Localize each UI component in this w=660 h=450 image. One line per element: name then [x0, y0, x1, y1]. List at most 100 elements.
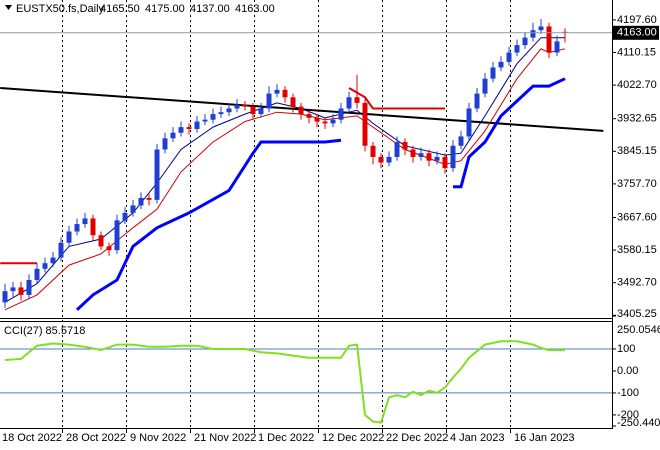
candle-body [482, 78, 488, 94]
candle-body [314, 117, 320, 122]
ohlc-label: 4163.00 [235, 3, 275, 15]
candle-body [434, 156, 440, 161]
candle-body [234, 104, 240, 109]
candle-body [26, 279, 32, 295]
x-tick-label: 21 Nov 2022 [194, 432, 256, 444]
ohlc-label: 4137.00 [190, 3, 230, 15]
x-tick-label: 4 Jan 2023 [450, 432, 504, 444]
y-tick-label: 100 [617, 343, 635, 355]
x-tick-label: 12 Dec 2022 [322, 432, 384, 444]
candle-body [162, 138, 168, 150]
y-tick-label: 3757.70 [617, 178, 657, 190]
candle-body [546, 26, 552, 53]
candle-body [242, 104, 248, 107]
candle-body [274, 89, 280, 94]
candle-body [530, 30, 536, 38]
candle-body [82, 218, 88, 225]
y-tick-label: 3932.65 [617, 113, 657, 125]
y-tick-label: 250.0546 [617, 324, 660, 336]
candle-body [218, 112, 224, 115]
y-tick-label: -100 [617, 387, 639, 399]
candle-body [322, 121, 328, 124]
candle-body [258, 108, 264, 115]
cci-line [4, 340, 565, 424]
candle-body [442, 156, 448, 169]
plot-layer [0, 0, 612, 428]
candle-body [298, 106, 304, 115]
candle-body [410, 149, 416, 157]
candle-body [354, 97, 360, 103]
candle-body [226, 108, 232, 113]
current-price-box [613, 25, 659, 40]
candle-body [74, 224, 80, 232]
candle-body [290, 97, 296, 107]
y-tick-label: 3845.15 [617, 145, 657, 157]
candle-body [386, 156, 392, 163]
candle-body [194, 121, 200, 129]
y-tick-label: 4022.70 [617, 79, 657, 91]
menu-icon [5, 5, 12, 10]
symbol-title: EUSTX50.fs,Daily [16, 3, 105, 15]
candle-body [458, 136, 464, 146]
candle-body [394, 142, 400, 157]
y-tick-label: 3405.25 [617, 308, 657, 320]
candle-body [338, 108, 344, 120]
x-tick-label: 16 Jan 2023 [514, 432, 575, 444]
cci-title: CCI(27) 85.5718 [4, 325, 85, 337]
candle-body [66, 231, 72, 243]
candle-body [490, 67, 496, 79]
candle-body [90, 218, 96, 236]
indicator-line [75, 77, 566, 311]
candle-body [306, 114, 312, 118]
candle-body [178, 127, 184, 133]
y-tick-label: 3667.60 [617, 211, 657, 223]
candle-body [266, 93, 272, 109]
candle-body [98, 235, 104, 247]
candle-body [10, 287, 16, 292]
candle-body [50, 257, 56, 264]
candle-body [170, 132, 176, 139]
candle-body [506, 52, 512, 62]
candle-body [538, 26, 544, 31]
candle-body [186, 127, 192, 129]
candle-body [130, 205, 136, 213]
candle-body [146, 197, 152, 200]
candle-body [42, 263, 48, 269]
y-tick-label: 3580.15 [617, 244, 657, 256]
y-tick-label: -200 [617, 409, 639, 421]
y-tick-label: -250.4405 [617, 417, 660, 429]
candle-body [114, 220, 120, 251]
candle-body [450, 145, 456, 169]
candle-body [474, 93, 480, 109]
candle-body [346, 97, 352, 109]
x-tick-label: 22 Dec 2022 [386, 432, 448, 444]
x-tick-label: 1 Dec 2022 [258, 432, 314, 444]
ohlc-header: 4165.50 4175.00 4137.00 4163.00 [100, 3, 275, 15]
x-tick-label: 28 Oct 2022 [66, 432, 126, 444]
y-tick-label: 4110.15 [617, 46, 656, 58]
candle-body [250, 106, 256, 115]
ohlc-label: 4175.00 [145, 3, 185, 15]
candle-body [466, 108, 472, 137]
candle-body [34, 268, 40, 280]
candle-body [370, 145, 376, 157]
candle-body [18, 287, 24, 295]
ohlc-label: 4165.50 [100, 3, 140, 15]
current-price-label: 4163.00 [617, 27, 657, 39]
candle-body [154, 149, 160, 200]
x-tick-label: 9 Nov 2022 [130, 432, 186, 444]
candle-body [58, 242, 64, 258]
candle-body [522, 37, 528, 46]
candle-body [426, 153, 432, 161]
y-tick-label: 3492.70 [617, 277, 657, 289]
candle-body [138, 197, 144, 206]
candle-body [554, 41, 560, 53]
candle-body [122, 212, 128, 221]
candle-body [282, 89, 288, 98]
candle-body [378, 156, 384, 163]
y-tick-label: 4197.60 [617, 14, 657, 26]
candle-body [498, 61, 504, 68]
candle-body [202, 119, 208, 122]
